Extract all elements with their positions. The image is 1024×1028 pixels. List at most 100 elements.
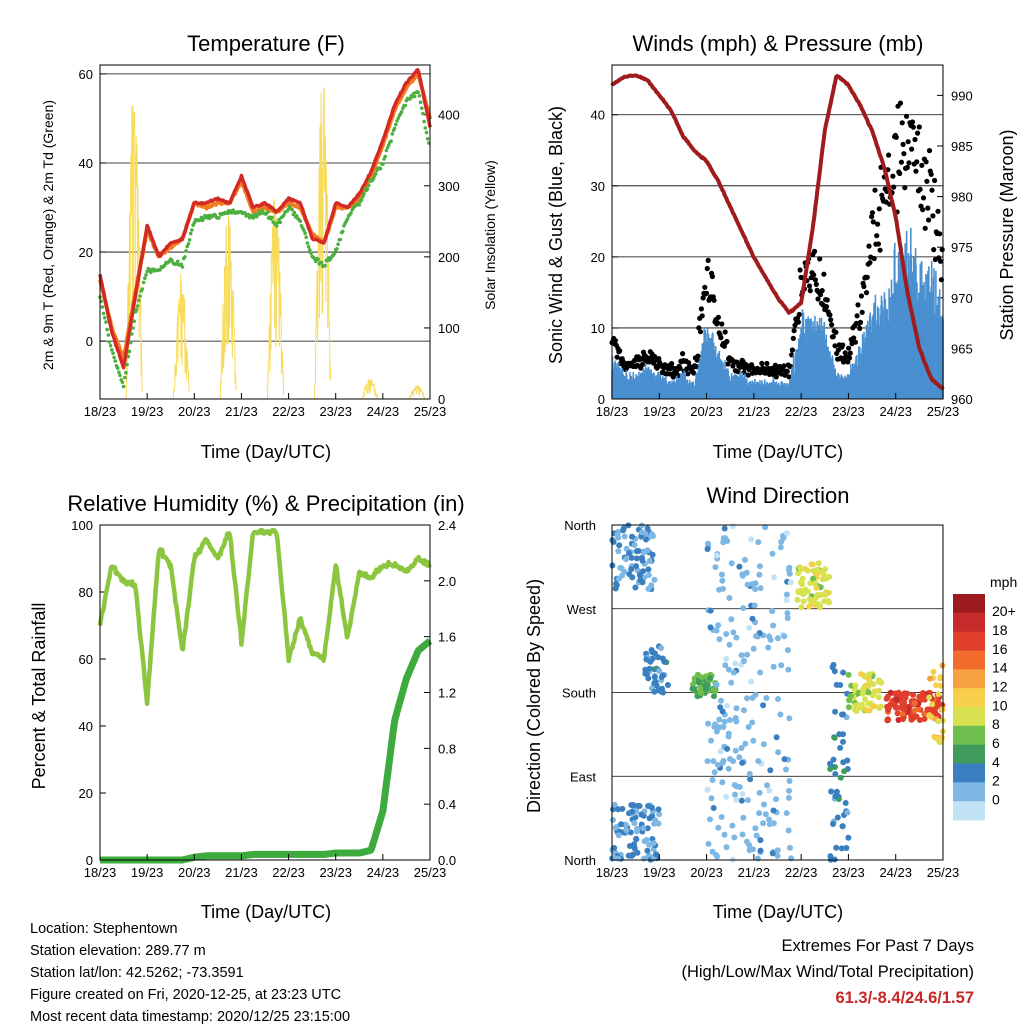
gust-point [703, 290, 710, 296]
gust-point [845, 359, 851, 365]
direction-point [719, 708, 726, 715]
direction-point [777, 711, 784, 718]
colorbar-swatch [953, 594, 985, 614]
info-timestamp: Most recent data timestamp: 2020/12/25 2… [30, 1009, 351, 1025]
direction-point [763, 695, 770, 701]
dewpoint-series [98, 90, 431, 389]
direction-point [659, 685, 665, 692]
gust-point [909, 146, 915, 152]
gust-point [877, 247, 883, 253]
direction-point [740, 605, 747, 612]
temperature-x-tick-label: 20/23 [178, 404, 211, 419]
direction-point [871, 703, 878, 710]
direction-point [732, 747, 739, 754]
colorbar-unit: mph [990, 574, 1017, 590]
direction-point [770, 622, 777, 629]
temperature-x-tick-label: 21/23 [225, 404, 258, 419]
direction-point [739, 831, 746, 838]
direction-point [664, 682, 671, 688]
direction-point [893, 696, 900, 703]
gust-point [821, 271, 827, 277]
gust-point [857, 319, 864, 325]
direction-point [748, 536, 755, 543]
direction-point [615, 806, 622, 813]
winds-xlabel: Time (Day/UTC) [713, 442, 843, 462]
direction-point [710, 686, 717, 693]
direction-point [817, 603, 824, 610]
direction-point [723, 655, 730, 662]
gust-point [699, 313, 705, 319]
direction-point [712, 721, 719, 728]
gust-point [874, 233, 880, 239]
gust-point [869, 210, 876, 216]
temperature-x-tick-label: 22/23 [272, 404, 305, 419]
direction-point [639, 557, 646, 564]
direction-point [837, 744, 844, 751]
gust-point [903, 113, 910, 119]
direction-point [844, 757, 851, 764]
humidity-y-tick-label: 40 [79, 719, 93, 734]
direction-point [733, 634, 740, 641]
gust-point [722, 329, 728, 335]
gust-point [620, 358, 626, 365]
direction-point [721, 525, 728, 532]
direction-point [840, 711, 847, 718]
humidity-ylabel-left: Percent & Total Rainfall [29, 603, 49, 790]
direction-point [648, 582, 655, 589]
direction-point [786, 787, 792, 794]
dewpoint-point [309, 251, 313, 255]
dewpoint-point [106, 333, 111, 337]
direction-point [610, 817, 616, 823]
gust-point [759, 360, 765, 366]
gust-point [876, 206, 882, 212]
temperature-x-tick-label: 19/23 [131, 404, 164, 419]
gust-point [677, 365, 683, 371]
direction-point [761, 801, 767, 808]
winds-x-tick-label: 20/23 [690, 404, 723, 419]
dewpoint-point [183, 255, 187, 259]
direction-point [749, 580, 756, 587]
direction-point [833, 844, 840, 851]
gust-point [901, 151, 907, 157]
direction-point [718, 814, 725, 820]
dewpoint-point [308, 248, 312, 252]
direction-y-tick-label: East [570, 769, 596, 784]
direction-point [812, 580, 819, 587]
winds-plot-area: 0 10 20 30 40 960 965 970 975 980 985 990 18/23 19/23… [591, 64, 973, 419]
direction-point [628, 554, 635, 561]
gust-point [867, 260, 873, 266]
gust-point [915, 130, 921, 136]
winds-panel: Winds (mph) & Pressure (mb) 0 10 20 30 40 960… [546, 31, 1017, 462]
gust-point [762, 370, 768, 376]
gust-point [823, 304, 830, 310]
direction-point [730, 669, 737, 676]
colorbar-swatch [953, 688, 985, 708]
dewpoint-point [417, 94, 422, 98]
insolation-pulse [219, 215, 237, 400]
direction-point [877, 703, 884, 710]
dewpoint-point [292, 210, 297, 215]
direction-point [794, 596, 801, 603]
direction-point [722, 662, 729, 669]
direction-point [625, 852, 632, 859]
direction-x-tick-label: 24/23 [879, 865, 912, 880]
gust-point [829, 322, 835, 328]
gust-point [914, 159, 920, 165]
direction-point [611, 845, 618, 851]
dewpoint-point [117, 370, 121, 375]
dewpoint-point [187, 238, 192, 242]
direction-point [846, 697, 852, 704]
direction-point [800, 591, 807, 598]
dewpoint-point [349, 211, 353, 215]
direction-point [767, 636, 774, 643]
direction-point [731, 782, 738, 788]
direction-point [755, 539, 762, 546]
dewpoint-point [190, 228, 194, 232]
humidity-y2-tick-label: 0.4 [438, 797, 456, 812]
dewpoint-point [110, 348, 114, 352]
gust-point [773, 374, 779, 380]
direction-point [628, 802, 635, 808]
gust-point [705, 257, 711, 263]
dewpoint-point [130, 332, 134, 336]
dewpoint-point [138, 294, 142, 298]
